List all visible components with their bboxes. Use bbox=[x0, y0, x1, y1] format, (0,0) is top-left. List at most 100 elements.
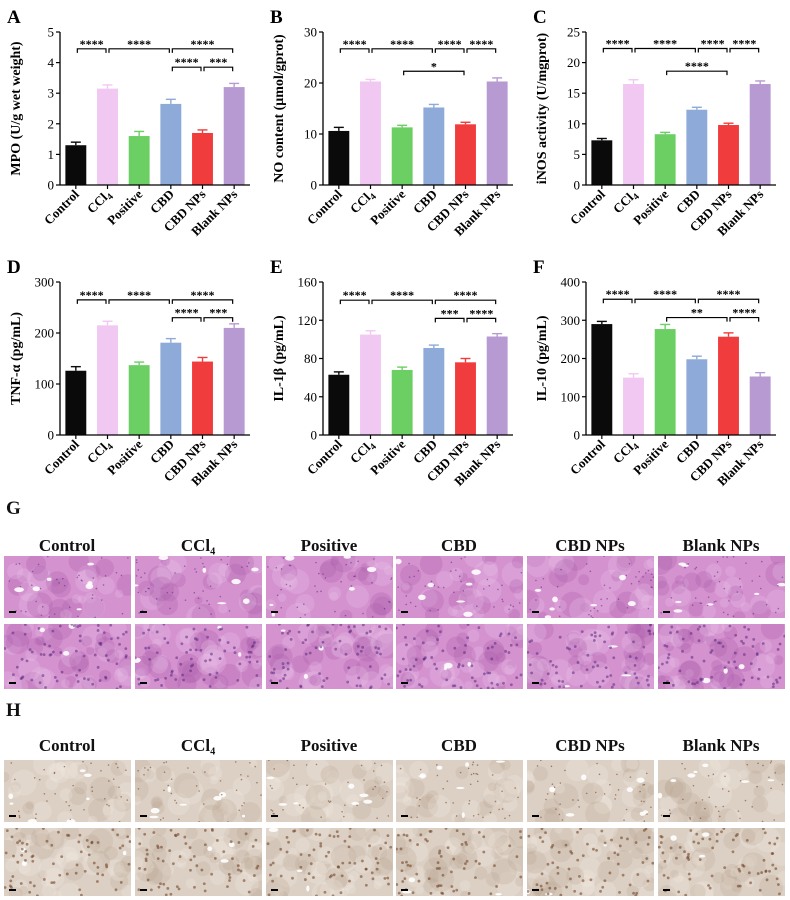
cell-nucleus bbox=[606, 597, 608, 600]
tissue-texture bbox=[527, 641, 542, 656]
cell-nucleus bbox=[269, 863, 273, 867]
tissue-texture bbox=[449, 567, 464, 582]
cell-nucleus bbox=[472, 772, 475, 775]
vessel-lumen bbox=[150, 807, 160, 814]
tissue-texture bbox=[252, 642, 262, 657]
cell-nucleus bbox=[30, 650, 34, 654]
tissue-texture bbox=[247, 640, 262, 659]
cell-nucleus bbox=[700, 602, 703, 605]
tissue-texture bbox=[295, 594, 315, 614]
cell-nucleus bbox=[267, 893, 271, 896]
cell-nucleus bbox=[362, 612, 364, 615]
tissue-texture bbox=[347, 557, 359, 568]
cell-nucleus bbox=[551, 663, 555, 667]
cell-nucleus bbox=[396, 674, 400, 678]
tissue-texture bbox=[189, 632, 209, 652]
cell-nucleus bbox=[465, 859, 469, 863]
tissue-texture bbox=[382, 666, 393, 687]
cell-nucleus bbox=[512, 605, 515, 608]
cell-nucleus bbox=[603, 584, 606, 587]
tissue-texture bbox=[672, 842, 685, 856]
cell-nucleus bbox=[707, 774, 710, 777]
cell-nucleus bbox=[755, 653, 759, 657]
vessel-lumen bbox=[366, 566, 377, 572]
tissue-texture bbox=[12, 879, 29, 895]
cell-nucleus bbox=[598, 685, 602, 689]
histology-group-title: Positive bbox=[300, 736, 358, 755]
vessel-lumen bbox=[83, 773, 92, 778]
cell-nucleus bbox=[193, 885, 196, 889]
cell-nucleus bbox=[118, 820, 121, 822]
tissue-texture bbox=[206, 572, 223, 589]
error-bar-D-1 bbox=[102, 320, 113, 326]
tissue-texture bbox=[143, 624, 155, 633]
cell-nucleus bbox=[271, 787, 273, 790]
histology-tile bbox=[135, 556, 262, 618]
tissue-texture bbox=[451, 605, 465, 618]
cell-nucleus bbox=[756, 872, 760, 875]
cell-nucleus bbox=[605, 675, 609, 679]
tissue-texture bbox=[425, 790, 439, 804]
cell-nucleus bbox=[266, 842, 270, 846]
vessel-lumen bbox=[21, 860, 27, 867]
cell-nucleus bbox=[325, 676, 329, 680]
cell-nucleus bbox=[688, 877, 692, 881]
tissue-texture bbox=[579, 628, 604, 653]
cell-nucleus bbox=[488, 584, 491, 587]
vessel-lumen bbox=[149, 815, 159, 819]
tissue-texture bbox=[32, 801, 52, 821]
cell-nucleus bbox=[689, 816, 691, 819]
cell-nucleus bbox=[675, 630, 679, 634]
cell-nucleus bbox=[472, 815, 475, 817]
cell-nucleus bbox=[236, 679, 240, 682]
vessel-lumen bbox=[740, 780, 750, 783]
bar-A-cbd-nps bbox=[192, 132, 213, 185]
cell-nucleus bbox=[203, 829, 207, 832]
cell-nucleus bbox=[96, 841, 100, 844]
cell-nucleus bbox=[78, 624, 82, 628]
tissue-texture bbox=[38, 857, 64, 883]
cell-nucleus bbox=[715, 839, 719, 843]
cell-nucleus bbox=[75, 673, 79, 677]
tissue-texture bbox=[203, 644, 225, 666]
tissue-background bbox=[396, 828, 523, 896]
cell-nucleus bbox=[334, 647, 338, 651]
tissue-texture bbox=[474, 866, 488, 880]
cell-nucleus bbox=[482, 672, 486, 676]
tissue-texture bbox=[694, 801, 713, 820]
cell-nucleus bbox=[203, 843, 207, 847]
cell-nucleus bbox=[95, 587, 98, 590]
tissue-texture bbox=[18, 592, 43, 617]
significance-label: **** bbox=[390, 37, 414, 51]
cell-nucleus bbox=[18, 562, 21, 565]
tissue-texture bbox=[459, 880, 471, 892]
cell-nucleus bbox=[479, 687, 483, 689]
cell-nucleus bbox=[760, 871, 764, 874]
micrograph-high-mag bbox=[4, 828, 131, 896]
cell-nucleus bbox=[335, 830, 339, 834]
cell-nucleus bbox=[742, 864, 746, 868]
cell-nucleus bbox=[87, 853, 91, 857]
cell-nucleus bbox=[125, 769, 127, 771]
tissue-texture bbox=[632, 872, 648, 888]
tissue-texture bbox=[447, 605, 459, 617]
cell-nucleus bbox=[166, 641, 170, 645]
cell-nucleus bbox=[343, 815, 345, 818]
cell-nucleus bbox=[699, 602, 701, 604]
cell-nucleus bbox=[634, 656, 638, 660]
cell-nucleus bbox=[19, 585, 22, 588]
tissue-texture bbox=[559, 591, 586, 618]
cell-nucleus bbox=[287, 840, 290, 844]
panel-letter-H: H bbox=[6, 700, 21, 721]
cell-nucleus bbox=[99, 641, 103, 645]
histology-group-title: CBD NPs bbox=[555, 736, 625, 755]
tissue-texture bbox=[407, 841, 428, 862]
bracket-line bbox=[634, 47, 696, 53]
tissue-texture bbox=[707, 782, 733, 807]
cell-nucleus bbox=[374, 785, 377, 788]
cell-nucleus bbox=[406, 863, 410, 867]
cell-nucleus bbox=[435, 667, 439, 671]
micrograph-high-mag bbox=[266, 624, 393, 689]
cell-nucleus bbox=[530, 671, 534, 675]
cell-nucleus bbox=[433, 662, 437, 666]
